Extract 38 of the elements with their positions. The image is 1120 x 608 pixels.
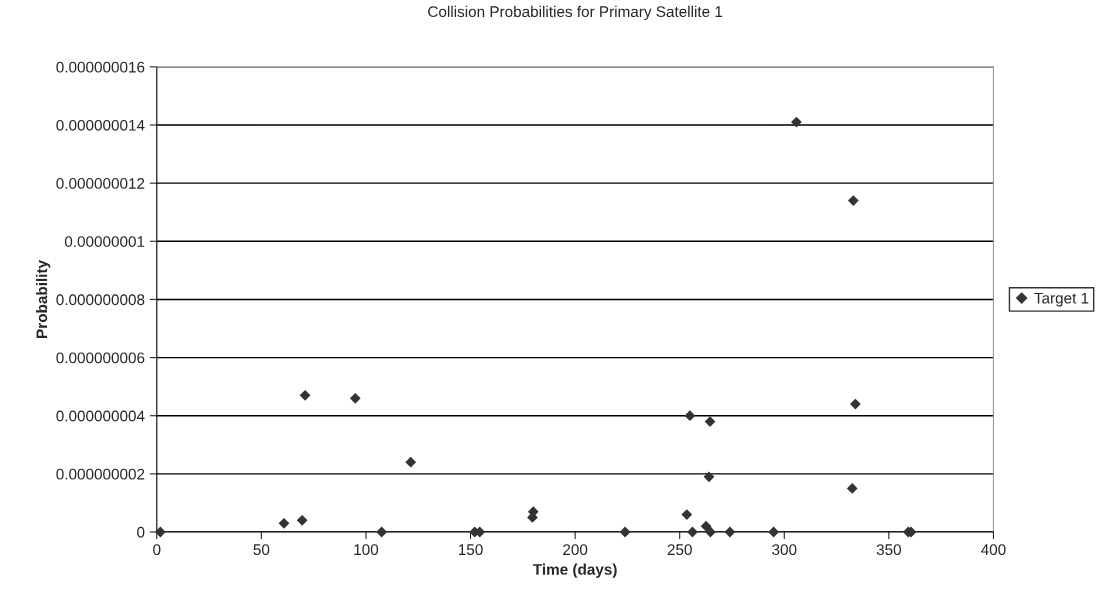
point bbox=[700, 520, 712, 532]
x-tick-label: 300 bbox=[772, 544, 797, 556]
point bbox=[846, 483, 858, 494]
point bbox=[791, 116, 802, 128]
point bbox=[619, 526, 631, 538]
x-axis-title: Time (days) bbox=[532, 563, 617, 578]
chart-title: Collision Probabilities for Primary Satellite 1 bbox=[428, 5, 723, 21]
point bbox=[376, 526, 388, 538]
legend-label: Target 1 bbox=[1034, 292, 1089, 307]
point bbox=[724, 526, 736, 538]
point bbox=[847, 195, 859, 206]
y-tick-label: 0.000000012 bbox=[56, 178, 145, 189]
point bbox=[684, 410, 696, 422]
point bbox=[296, 514, 308, 526]
x-tick-label: 100 bbox=[354, 544, 379, 556]
point bbox=[278, 517, 290, 529]
y-tick-label: 0.000000002 bbox=[56, 468, 145, 480]
y-axis-title: Probability bbox=[35, 260, 51, 338]
y-tick-label: 0.000000008 bbox=[56, 294, 145, 306]
x-tick-label: 400 bbox=[981, 544, 1006, 556]
y-tick-label: 0.000000016 bbox=[56, 61, 145, 73]
point bbox=[681, 509, 693, 520]
point bbox=[299, 389, 311, 401]
y-tick-label: 0.000000004 bbox=[56, 410, 145, 422]
x-tick-label: 50 bbox=[253, 544, 270, 556]
point bbox=[349, 392, 361, 404]
x-tick-label: 0 bbox=[153, 544, 161, 556]
y-tick-label: 0.000000006 bbox=[56, 352, 145, 364]
point bbox=[703, 471, 715, 483]
point bbox=[405, 456, 417, 468]
y-tick-label: 0 bbox=[137, 526, 145, 538]
x-tick-label: 150 bbox=[458, 544, 483, 556]
x-tick-label: 200 bbox=[563, 544, 588, 556]
y-tick-label: 0.000000014 bbox=[56, 119, 145, 131]
y-tick-label: 0.00000001 bbox=[64, 236, 145, 247]
x-tick-label: 350 bbox=[876, 544, 902, 556]
x-tick-label: 250 bbox=[667, 544, 692, 556]
point bbox=[850, 398, 861, 410]
